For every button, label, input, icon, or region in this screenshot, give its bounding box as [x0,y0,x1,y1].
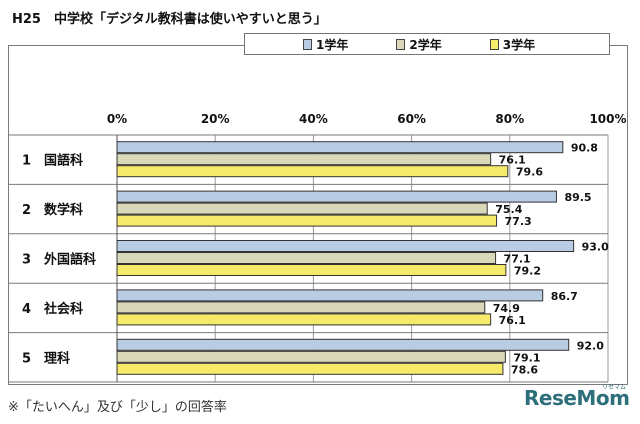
bar-2-2 [116,264,507,276]
data-label-0-1: 76.1 [499,154,526,167]
bar-1-0 [116,190,557,203]
bar-2-0 [116,240,575,252]
bar-0-1 [116,153,492,166]
resemom-logo: ReseMom [524,386,630,410]
bar-3-0 [116,289,544,302]
chart-legend: 1学年 2学年 3学年 [244,33,610,55]
legend-swatch-grade1 [303,38,312,50]
bar-4-2 [116,362,504,375]
data-label-0-2: 79.6 [516,166,543,179]
resemom-logo-ruby: リセマム [602,384,627,391]
x-tick-label-0: 0% [107,112,127,126]
data-label-1-0: 89.5 [564,191,591,204]
data-label-1-2: 77.3 [505,215,532,228]
bar-4-1 [116,350,506,363]
legend-item-grade1: 1学年 [303,36,348,53]
category-label-3: 4 社会科 [22,301,83,317]
data-label-3-2: 76.1 [499,314,526,327]
data-label-1-1: 75.4 [495,203,522,216]
category-label-4: 5 理科 [22,350,70,366]
bar-1-2 [116,214,498,227]
category-label-1: 2 数学科 [22,202,83,218]
data-label-0-0: 90.8 [571,142,598,155]
data-label-2-0: 93.0 [582,241,609,254]
legend-label-grade2: 2学年 [409,37,442,52]
category-label-0: 1 国語科 [22,153,83,169]
data-label-2-2: 79.2 [514,265,541,278]
legend-label-grade3: 3学年 [502,37,536,52]
bar-0-0 [116,141,564,154]
data-label-4-0: 92.0 [577,339,604,352]
x-tick-label-1: 20% [201,112,230,126]
legend-label-grade1: 1学年 [316,37,349,52]
bar-2-1 [116,252,497,264]
data-label-4-1: 79.1 [513,351,540,364]
x-tick-label-2: 40% [299,112,328,126]
x-tick-label-5: 100% [589,112,626,126]
bar-3-1 [116,301,486,314]
data-label-4-2: 78.6 [511,363,538,376]
bar-0-2 [116,165,509,178]
legend-item-grade3: 3学年 [489,36,536,53]
legend-swatch-grade3 [489,38,499,50]
x-tick-label-4: 80% [495,112,524,126]
chart-title: H25 中学校「デジタル教科書は使いやすいと思う」 [12,12,327,27]
legend-swatch-grade2 [396,38,406,50]
data-label-3-0: 86.7 [551,290,578,303]
bar-1-1 [116,202,488,215]
bar-3-2 [116,313,492,326]
legend-item-grade2: 2学年 [396,36,442,53]
category-label-2: 3 外国語科 [22,252,96,268]
data-label-2-1: 77.1 [504,253,531,266]
x-tick-label-3: 60% [397,112,426,126]
data-label-3-1: 74.9 [493,302,520,315]
footnote: ※「たいへん」及び「少し」の回答率 [8,400,227,415]
bar-4-0 [116,338,570,351]
